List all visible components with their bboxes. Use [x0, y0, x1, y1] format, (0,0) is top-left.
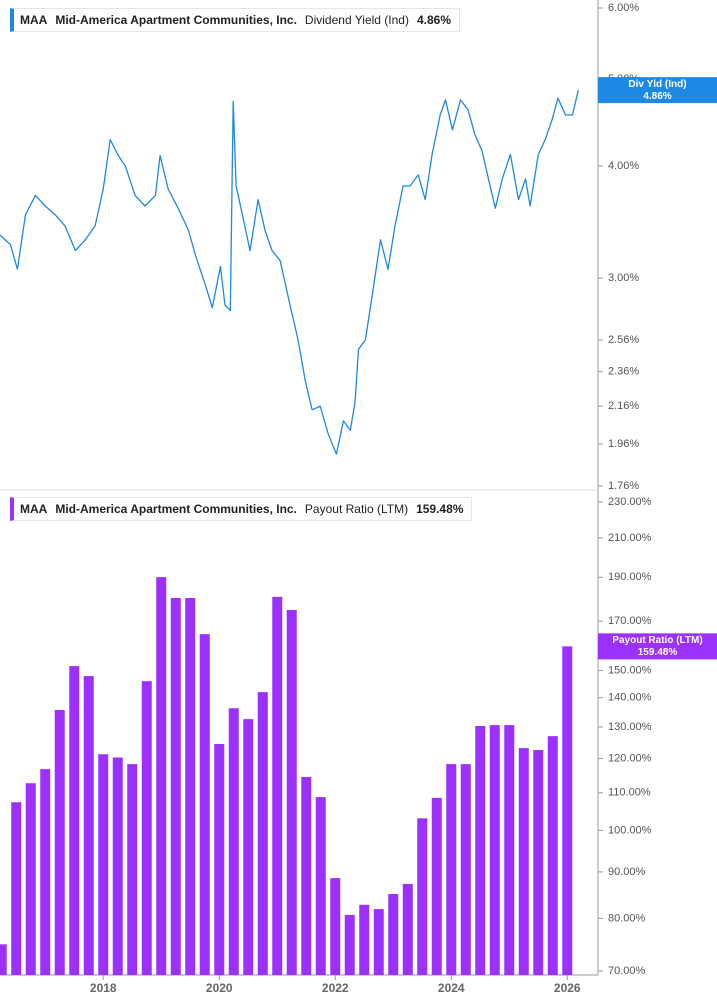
y-tick-label: 230.00%	[608, 496, 652, 508]
bar	[54, 710, 65, 975]
bar	[199, 634, 210, 975]
y-tick-label: 6.00%	[608, 2, 639, 14]
x-tick-label: 2026	[554, 981, 581, 995]
bar	[330, 878, 341, 975]
bar	[11, 802, 22, 975]
tag-name: Payout Ratio (LTM)	[612, 635, 702, 646]
bar	[446, 764, 457, 975]
metric-value: 4.86%	[416, 13, 452, 27]
bar	[562, 646, 573, 975]
bar	[156, 577, 167, 975]
ticker: MAA	[20, 502, 48, 516]
y-tick-label: 190.00%	[608, 571, 652, 583]
y-tick-label: 100.00%	[608, 824, 652, 836]
y-tick-label: 120.00%	[608, 752, 652, 764]
y-tick-label: 1.76%	[608, 480, 639, 492]
tag-name: Div Yld (Ind)	[628, 79, 686, 90]
y-tick-label: 1.96%	[608, 438, 639, 450]
bar	[301, 776, 312, 975]
legend-header: MAA Mid-America Apartment Communities, I…	[10, 497, 473, 521]
y-tick-label: 80.00%	[608, 912, 646, 924]
y-tick-label: 4.00%	[608, 160, 639, 172]
bar	[98, 754, 109, 975]
bar	[170, 597, 181, 975]
bar	[25, 783, 36, 975]
bar	[141, 681, 152, 975]
bar	[214, 743, 225, 975]
bar	[315, 797, 326, 975]
x-tick-label: 2018	[90, 981, 117, 995]
y-tick-label: 90.00%	[608, 866, 646, 878]
last-value-tag	[598, 77, 717, 104]
legend-header: MAA Mid-America Apartment Communities, I…	[10, 8, 461, 32]
bar	[402, 883, 413, 975]
y-tick-label: 70.00%	[608, 965, 646, 977]
bar	[359, 904, 370, 975]
bar	[547, 736, 558, 975]
y-tick-label: 150.00%	[608, 664, 652, 676]
bar	[533, 750, 544, 975]
bar	[185, 597, 196, 975]
bar	[243, 719, 254, 975]
x-tick-label: 2024	[438, 981, 465, 995]
x-tick-label: 2020	[206, 981, 233, 995]
bar	[518, 748, 529, 975]
company: Mid-America Apartment Communities, Inc.	[55, 13, 297, 27]
bar	[286, 609, 297, 975]
y-tick-label: 2.16%	[608, 400, 639, 412]
bar	[475, 726, 486, 975]
metric: Dividend Yield (Ind)	[304, 13, 409, 27]
bar	[373, 909, 384, 975]
last-value-tag	[598, 633, 717, 660]
ticker: MAA	[20, 13, 48, 27]
bar	[504, 725, 515, 975]
bar	[272, 596, 283, 975]
y-tick-label: 130.00%	[608, 721, 652, 733]
bar	[460, 764, 471, 975]
bar	[257, 692, 268, 975]
y-tick-label: 210.00%	[608, 532, 652, 544]
bar	[431, 797, 442, 975]
bar	[417, 818, 428, 975]
company: Mid-America Apartment Communities, Inc.	[55, 502, 297, 516]
y-tick-label: 3.00%	[608, 272, 639, 284]
bar	[388, 893, 399, 975]
bar	[40, 769, 51, 975]
y-tick-label: 110.00%	[608, 787, 651, 799]
bar	[83, 676, 94, 975]
bar	[112, 757, 123, 975]
y-tick-label: 2.36%	[608, 366, 639, 378]
bar	[69, 666, 80, 975]
metric-value: 159.48%	[416, 502, 464, 516]
metric: Payout Ratio (LTM)	[304, 502, 409, 516]
bar	[127, 764, 138, 975]
tag-value: 159.48%	[638, 647, 678, 658]
y-tick-label: 2.56%	[608, 334, 639, 346]
y-tick-label: 140.00%	[608, 692, 652, 704]
bar	[489, 725, 500, 975]
bar	[228, 708, 239, 975]
bar	[0, 944, 7, 975]
bar	[344, 914, 355, 975]
x-tick-label: 2022	[322, 981, 349, 995]
line	[0, 89, 579, 455]
tag-value: 4.86%	[643, 91, 671, 102]
y-tick-label: 170.00%	[608, 615, 652, 627]
